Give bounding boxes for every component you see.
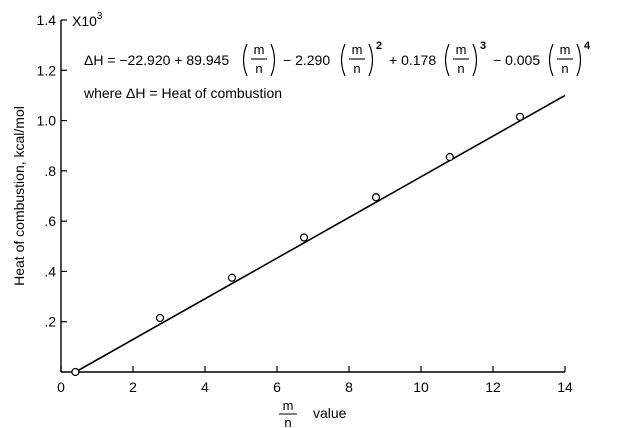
frac-num: m [456,42,467,57]
frac-num: m [352,42,363,57]
y-tick-label: 1.0 [37,113,57,129]
paren-open [548,43,554,77]
equation-lhs: ΔH = −22.920 + 89.945 [84,52,229,68]
exponent-2: 2 [376,40,382,52]
data-point [515,112,525,121]
data-markers [71,112,525,377]
x-label-suffix: value [313,405,347,421]
data-point [71,367,80,377]
paren-close [576,43,582,77]
equation-fraction-2: m n 2 [340,40,382,77]
x-tick-label: 12 [485,379,501,395]
data-point [445,152,454,162]
equation: ΔH = −22.920 + 89.945 m n − 2.290 m n 2 … [84,40,591,77]
exponent-4: 4 [584,40,591,52]
equation-fraction-1: m n [242,42,276,77]
equation-fraction-3: m n 3 [444,40,486,77]
frac-den: n [255,61,262,76]
equation-fraction-4: m n 4 [548,40,591,77]
x-tick-label: 0 [57,379,65,395]
y-tick-label: 1.4 [37,12,57,28]
y-multiplier-exponent: 3 [97,11,103,22]
frac-num: m [254,42,265,57]
x-tick-label: 4 [201,379,209,395]
x-tick-label: 14 [557,379,573,395]
frac-den: n [457,61,464,76]
paren-close [368,43,374,77]
equation-term-2: − 2.290 [283,52,330,68]
x-ticks: 0 2 4 6 8 10 12 14 [57,366,573,395]
y-multiplier: X103 [72,11,103,29]
fit-line [75,94,566,373]
equation-term-4: − 0.005 [493,52,540,68]
frac-den: n [353,61,360,76]
data-point [299,233,309,242]
frac-den: n [561,61,568,76]
x-label-numerator: m [283,398,294,413]
frac-num: m [560,42,571,57]
paren-open [444,43,450,77]
y-axis-label: Heat of combustion, kcal/mol [11,106,27,286]
where-note: where ΔH = Heat of combustion [83,85,282,101]
x-tick-label: 8 [345,379,353,395]
equation-term-3: + 0.178 [389,52,436,68]
paren-close [472,43,478,77]
x-label-denominator: n [284,415,291,428]
axes [60,20,565,373]
x-tick-label: 2 [129,379,137,395]
data-point [371,193,381,202]
y-tick-label: .6 [44,213,56,229]
x-tick-label: 10 [413,379,429,395]
paren-open [242,43,248,77]
y-tick-label: .8 [44,163,56,179]
y-tick-label: 1.2 [37,62,57,78]
data-point [155,313,165,323]
x-tick-label: 6 [273,379,281,395]
exponent-3: 3 [480,40,486,52]
y-ticks: .2 .4 .6 .8 1.0 1.2 1.4 [37,12,67,330]
y-tick-label: .4 [44,263,56,279]
data-point [227,273,237,282]
x-axis-label: m n value [279,398,347,428]
paren-close [270,43,276,77]
paren-open [340,43,346,77]
y-tick-label: .2 [44,314,56,330]
